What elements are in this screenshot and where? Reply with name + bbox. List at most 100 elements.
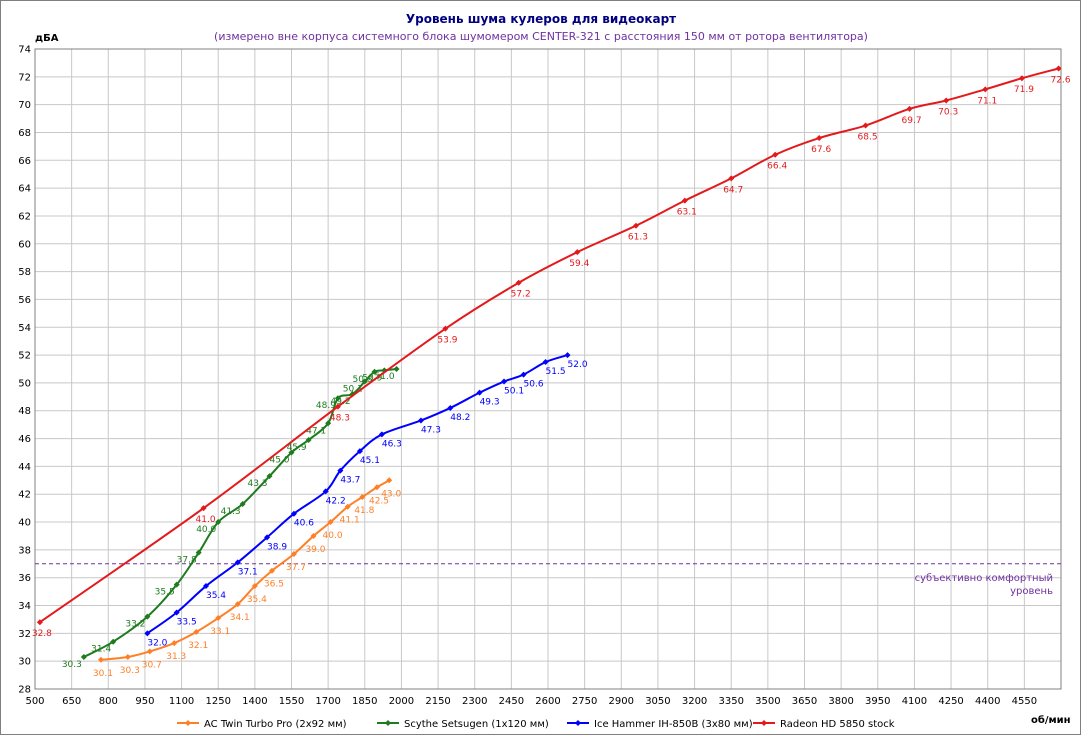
- data-point: [97, 656, 104, 663]
- data-point: [305, 436, 312, 443]
- data-label: 30.3: [120, 666, 140, 676]
- data-label: 30.7: [142, 660, 162, 670]
- x-tick-label: 2300: [462, 696, 487, 707]
- plot-area: [34, 48, 1062, 690]
- data-label: 52.0: [568, 360, 588, 370]
- data-label: 33.1: [210, 627, 230, 637]
- data-label: 50.1: [504, 387, 524, 397]
- x-tick-label: 3500: [755, 696, 780, 707]
- data-point: [234, 559, 241, 566]
- y-tick-label: 50: [18, 378, 31, 389]
- y-tick-label: 52: [18, 351, 31, 362]
- x-tick-label: 3200: [682, 696, 707, 707]
- y-tick-label: 36: [18, 573, 31, 584]
- legend-marker: [185, 720, 191, 726]
- data-label: 37.7: [286, 563, 306, 573]
- data-label: 34.1: [230, 613, 250, 623]
- x-tick-label: 4100: [902, 696, 927, 707]
- data-label: 36.5: [264, 580, 284, 590]
- data-label: 41.3: [221, 507, 241, 517]
- data-point: [359, 494, 366, 500]
- legend-item: Ice Hammer IH-850B (3x80 мм): [567, 719, 753, 730]
- data-label: 48.2: [450, 413, 470, 423]
- data-point: [943, 97, 950, 104]
- data-label: 40.6: [294, 519, 314, 529]
- x-tick-label: 4400: [975, 696, 1000, 707]
- data-label: 71.1: [977, 96, 997, 106]
- y-tick-label: 58: [18, 267, 31, 278]
- data-point: [215, 519, 222, 526]
- data-point: [264, 534, 271, 541]
- data-label: 32.8: [32, 629, 52, 639]
- data-label: 40.0: [196, 525, 216, 535]
- data-point: [1055, 65, 1062, 72]
- data-point: [393, 366, 400, 372]
- data-point: [310, 532, 317, 539]
- data-point: [520, 371, 527, 378]
- data-point: [251, 583, 258, 590]
- data-label: 53.9: [437, 336, 457, 346]
- comfort-label-line1: субъективно комфортный: [915, 573, 1053, 584]
- x-tick-label: 1850: [352, 696, 377, 707]
- data-label: 31.3: [166, 652, 186, 662]
- comfort-reference: субъективно комфортный уровень: [35, 563, 1061, 597]
- y-tick-label: 28: [18, 685, 31, 696]
- data-label: 40.0: [323, 531, 343, 541]
- data-point: [386, 477, 393, 484]
- data-point: [322, 488, 329, 495]
- legend-marker: [385, 720, 391, 726]
- y-tick-label: 46: [18, 434, 31, 445]
- data-label: 35.4: [206, 591, 226, 601]
- data-label: 63.1: [677, 208, 697, 218]
- y-tick-label: 54: [18, 323, 31, 334]
- y-tick-label: 62: [18, 211, 31, 222]
- series-3: 32.0 33.5 35.4 37.1 38.9 40.6 42.2 43.745.146.3…: [144, 352, 588, 648]
- data-label: 68.5: [858, 133, 878, 143]
- data-point: [200, 505, 207, 512]
- data-point: [542, 359, 549, 366]
- data-point: [36, 619, 43, 626]
- x-tick-label: 1700: [315, 696, 340, 707]
- data-label: 70.3: [938, 107, 958, 117]
- y-tick-label: 42: [18, 490, 31, 501]
- data-point: [337, 467, 344, 474]
- data-point: [447, 404, 454, 411]
- data-label: 39.0: [305, 545, 325, 555]
- x-tick-label: 1400: [242, 696, 267, 707]
- data-label: 72.6: [1051, 75, 1071, 85]
- y-tick-label: 38: [18, 545, 31, 556]
- x-tick-label: 3950: [865, 696, 890, 707]
- x-tick-label: 1550: [279, 696, 304, 707]
- comfort-label-line2: уровень: [1010, 586, 1053, 597]
- data-label: 43.3: [247, 479, 267, 489]
- data-point: [144, 613, 151, 620]
- data-label: 41.8: [354, 506, 374, 516]
- data-point: [173, 581, 180, 588]
- legend-label: Scythe Setsugen (1x120 мм): [404, 719, 549, 730]
- series-line: [100, 479, 390, 661]
- x-tick-label: 4250: [938, 696, 963, 707]
- data-point: [195, 549, 202, 556]
- legend: AC Twin Turbo Pro (2x92 мм) Scythe Setsug…: [177, 719, 895, 730]
- x-tick-label: 500: [25, 696, 44, 707]
- y-tick-label: 32: [18, 629, 31, 640]
- data-label: 41.0: [196, 515, 216, 525]
- series-4: 32.8 41.0 48.3 53.9 57.2 59.4 61.3 63.1 64.7 66.4…: [32, 65, 1071, 639]
- data-label: 38.9: [267, 542, 287, 552]
- data-point: [476, 389, 483, 396]
- data-point: [344, 503, 351, 510]
- data-point: [1018, 75, 1025, 82]
- data-point: [288, 449, 295, 456]
- x-tick-label: 950: [135, 696, 154, 707]
- data-point: [327, 519, 334, 526]
- legend-label: Ice Hammer IH-850B (3x80 мм): [594, 719, 753, 730]
- data-label: 32.1: [188, 641, 208, 651]
- x-tick-label: 1250: [205, 696, 230, 707]
- data-label: 49.2: [331, 397, 351, 407]
- legend-marker: [761, 720, 767, 726]
- data-label: 30.3: [62, 660, 82, 670]
- data-label: 64.7: [723, 185, 743, 195]
- data-point: [515, 279, 522, 286]
- data-label: 42.2: [326, 496, 346, 506]
